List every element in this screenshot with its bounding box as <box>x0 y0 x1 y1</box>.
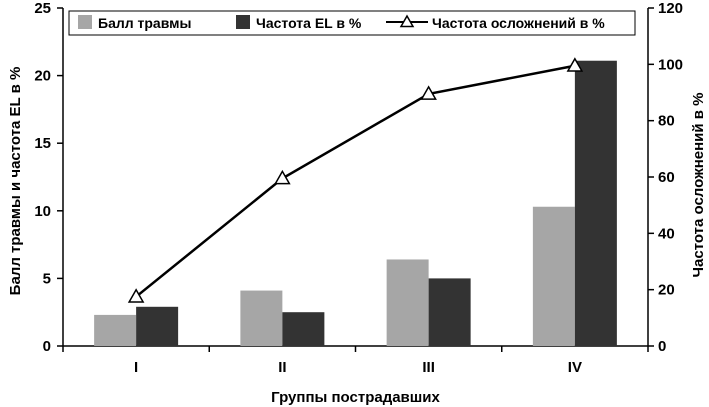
right-tick-label: 100 <box>658 56 683 73</box>
left-y-ticks: 0 5 10 15 20 25 <box>34 0 63 355</box>
bar <box>428 278 471 346</box>
bar <box>94 314 137 346</box>
right-tick-label: 20 <box>658 282 675 299</box>
bar <box>136 306 179 346</box>
bar <box>282 312 325 346</box>
x-axis-title: Группы пострадавших <box>271 389 440 406</box>
bar-group <box>94 60 617 347</box>
left-tick-label: 5 <box>43 270 51 287</box>
left-tick-label: 15 <box>34 135 51 152</box>
bar <box>240 290 283 346</box>
left-tick-label: 0 <box>43 338 51 355</box>
right-tick-label: 120 <box>658 0 683 17</box>
left-tick-label: 25 <box>34 0 51 17</box>
x-tick-label: II <box>278 359 286 376</box>
right-y-axis-title: Частота осложнений в % <box>690 92 707 277</box>
right-tick-label: 80 <box>658 113 675 130</box>
x-tick-label: I <box>134 359 138 376</box>
left-tick-label: 20 <box>34 68 51 85</box>
right-tick-label: 40 <box>658 225 675 242</box>
right-y-ticks: 0 20 40 60 80 100 120 <box>648 0 683 355</box>
bar <box>386 259 429 346</box>
right-tick-label: 60 <box>658 169 675 186</box>
legend-label-bal: Балл травмы <box>98 15 191 31</box>
x-tick-label: III <box>422 359 435 376</box>
line-point <box>127 288 145 303</box>
x-ticks: I II III IV <box>62 346 649 376</box>
left-tick-label: 10 <box>34 203 51 220</box>
line-point <box>274 169 291 185</box>
legend-marker-complications <box>399 14 415 28</box>
bar <box>532 206 575 346</box>
legend-label-el: Частота EL в % <box>256 15 362 31</box>
bar <box>574 60 617 347</box>
legend-swatch-bal <box>78 15 92 29</box>
right-tick-label: 0 <box>658 338 666 355</box>
x-tick-label: IV <box>568 359 582 376</box>
legend: Балл травмы Частота EL в % Частота ослож… <box>68 10 636 36</box>
line-series-group <box>127 57 584 303</box>
legend-box <box>68 10 636 36</box>
line-point <box>566 57 584 72</box>
series-line <box>135 64 576 298</box>
line-point <box>420 85 437 100</box>
legend-label-complications: Частота осложнений в % <box>432 15 605 31</box>
left-y-axis-title: Балл травмы и частота EL в % <box>7 67 24 296</box>
legend-swatch-el <box>236 15 250 29</box>
